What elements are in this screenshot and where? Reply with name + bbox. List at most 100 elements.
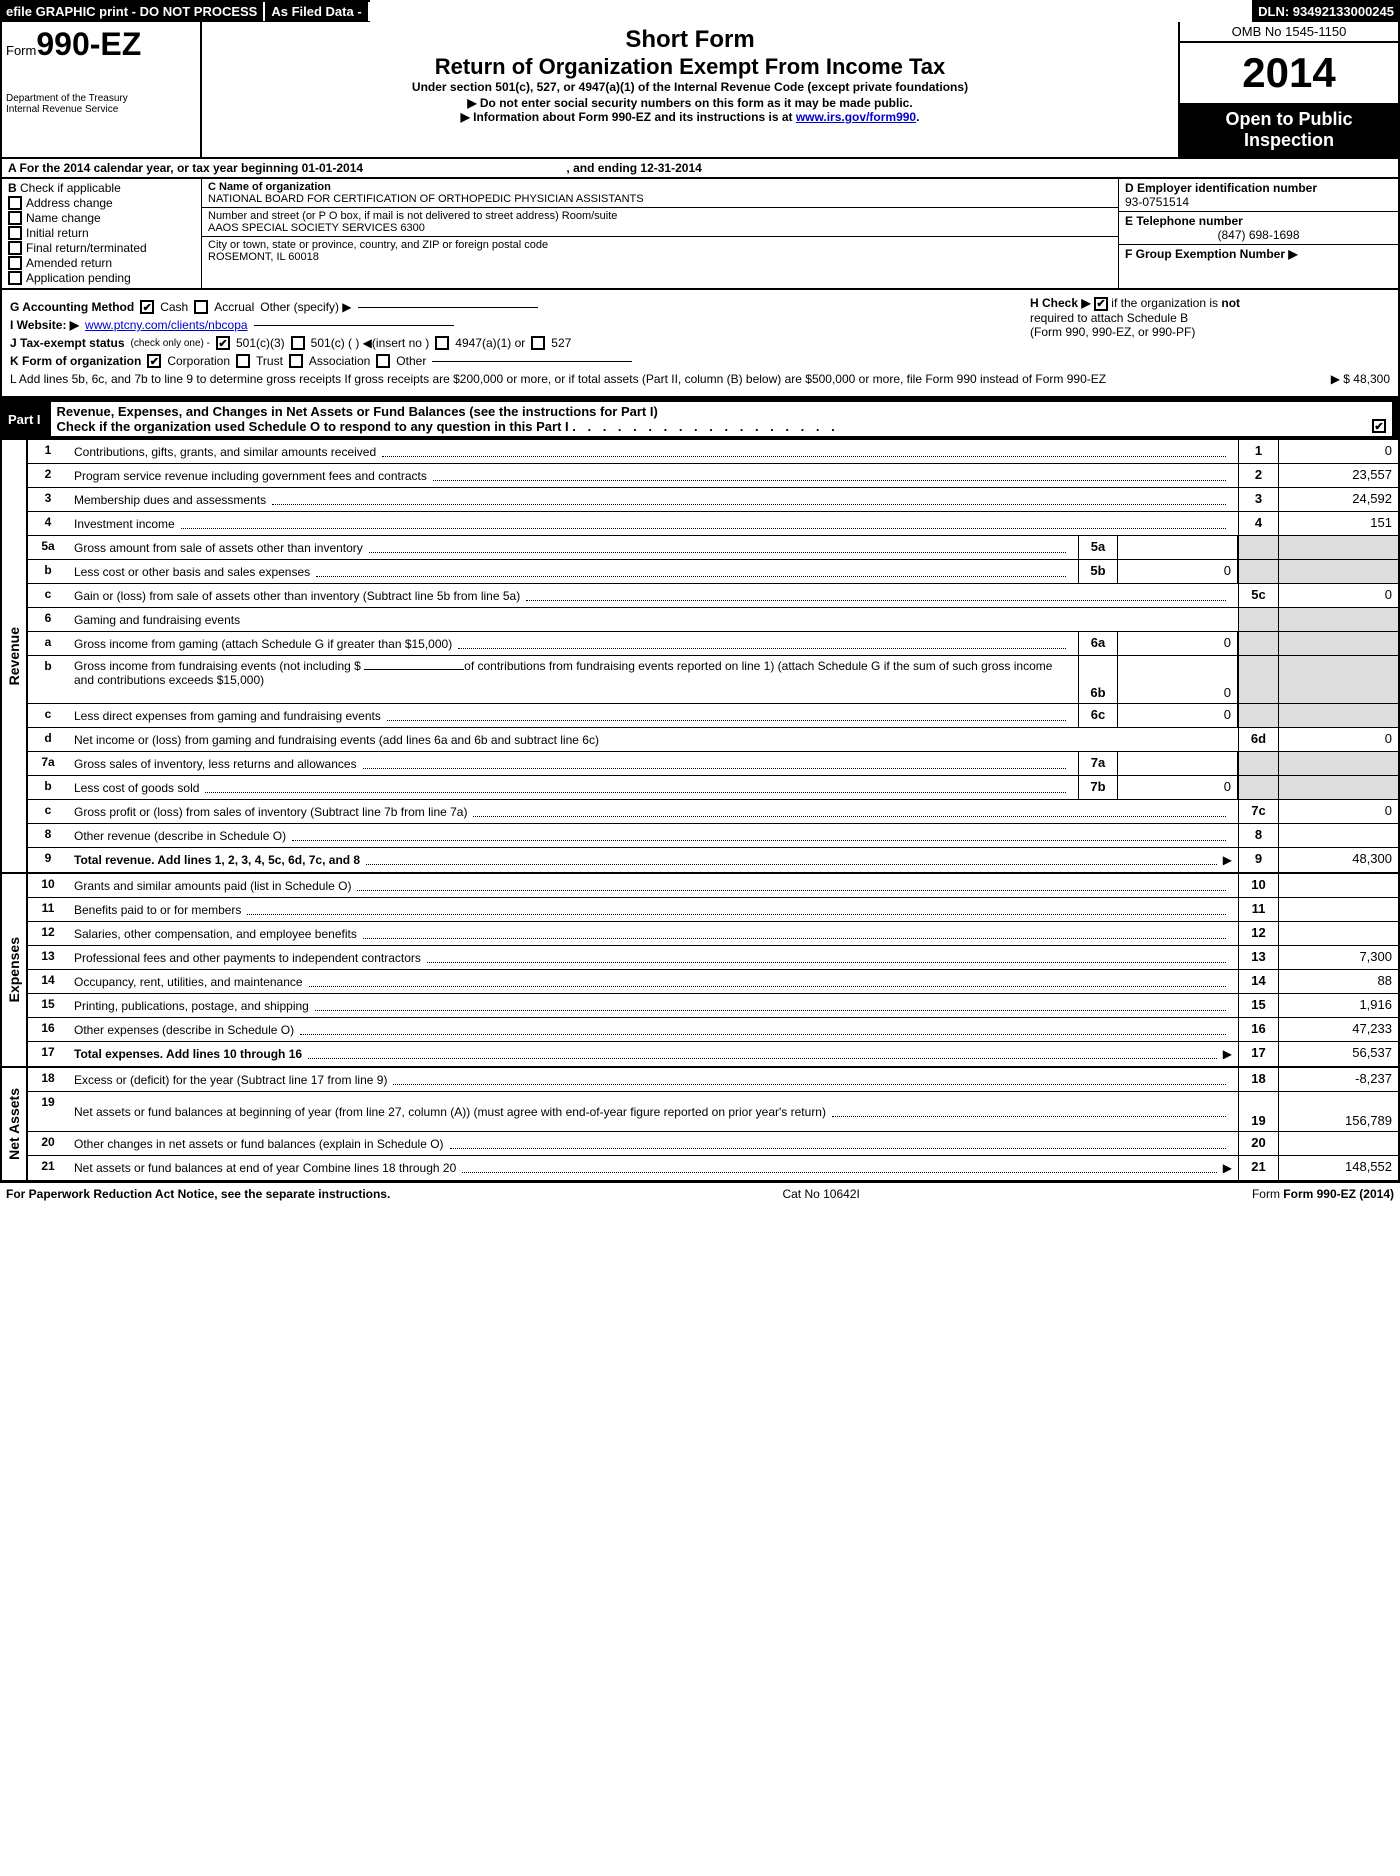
dots <box>272 495 1226 505</box>
g-cash-checkbox[interactable]: ✔ <box>140 300 154 314</box>
desc: Gain or (loss) from sale of assets other… <box>74 589 520 603</box>
checkbox-icon <box>8 271 22 285</box>
c-city: City or town, state or province, country… <box>202 237 1118 265</box>
ld: Grants and similar amounts paid (list in… <box>68 874 1238 897</box>
chk-label: Initial return <box>26 226 89 240</box>
rn: 21 <box>1238 1156 1278 1180</box>
b-label: B <box>8 181 17 195</box>
ld: Other revenue (describe in Schedule O) <box>68 824 1238 847</box>
under-section: Under section 501(c), 527, or 4947(a)(1)… <box>212 80 1168 94</box>
chk-application-pending[interactable]: Application pending <box>8 271 195 285</box>
desc: Less cost of goods sold <box>74 781 199 795</box>
dots <box>181 519 1226 529</box>
ln: 1 <box>28 440 68 463</box>
ln: 14 <box>28 970 68 993</box>
ln: 5a <box>28 536 68 559</box>
rn: 14 <box>1238 970 1278 993</box>
desc: Gross profit or (loss) from sales of inv… <box>74 805 467 819</box>
k-trust-checkbox[interactable] <box>236 354 250 368</box>
j-527-checkbox[interactable] <box>531 336 545 350</box>
chk-label: Address change <box>26 196 113 210</box>
j-501c3-checkbox[interactable]: ✔ <box>216 336 230 350</box>
group-label: F Group Exemption Number ▶ <box>1125 247 1392 261</box>
ld: Gross amount from sale of assets other t… <box>68 536 1078 559</box>
col-c: C Name of organization NATIONAL BOARD FO… <box>202 179 1118 288</box>
sv: 0 <box>1118 704 1238 727</box>
rn: 6d <box>1238 728 1278 751</box>
rv: 0 <box>1278 728 1398 751</box>
line-14: 14Occupancy, rent, utilities, and mainte… <box>28 970 1398 994</box>
k-corp: Corporation <box>167 354 230 368</box>
g-accrual-checkbox[interactable] <box>194 300 208 314</box>
line-10: 10Grants and similar amounts paid (list … <box>28 874 1398 898</box>
dots <box>462 1163 1217 1173</box>
rn: 2 <box>1238 464 1278 487</box>
ln: 12 <box>28 922 68 945</box>
rv: 0 <box>1278 440 1398 463</box>
arrow-icon: ▶ <box>1223 853 1232 867</box>
ln: 3 <box>28 488 68 511</box>
chk-address-change[interactable]: Address change <box>8 196 195 210</box>
j-501c-checkbox[interactable] <box>291 336 305 350</box>
line-20: 20Other changes in net assets or fund ba… <box>28 1132 1398 1156</box>
k-corp-checkbox[interactable]: ✔ <box>147 354 161 368</box>
chk-initial-return[interactable]: Initial return <box>8 226 195 240</box>
desc: Investment income <box>74 517 175 531</box>
chk-final-return[interactable]: Final return/terminated <box>8 241 195 255</box>
sc: 7b <box>1078 776 1118 799</box>
desc: Other revenue (describe in Schedule O) <box>74 829 286 843</box>
k-other-checkbox[interactable] <box>376 354 390 368</box>
j-501c: 501(c) ( ) ◀(insert no ) <box>311 336 430 350</box>
desc: Gross sales of inventory, less returns a… <box>74 757 357 771</box>
h-checkbox[interactable]: ✔ <box>1094 297 1108 311</box>
website-link[interactable]: www.ptcny.com/clients/nbcopa <box>85 318 248 332</box>
line-11: 11Benefits paid to or for members11 <box>28 898 1398 922</box>
topbar: efile GRAPHIC print - DO NOT PROCESS As … <box>0 0 1400 22</box>
l-line: L Add lines 5b, 6c, and 7b to line 9 to … <box>10 372 1390 386</box>
rn-grey <box>1238 560 1278 583</box>
dots <box>526 591 1226 601</box>
ln: 16 <box>28 1018 68 1041</box>
chk-name-change[interactable]: Name change <box>8 211 195 225</box>
arrow-icon: ▶ <box>1223 1047 1232 1061</box>
j-4947-checkbox[interactable] <box>435 336 449 350</box>
rv <box>1278 824 1398 847</box>
footer-right-text: Form 990-EZ (2014) <box>1283 1187 1394 1201</box>
h-block: H Check ▶ ✔ if the organization is not r… <box>1030 296 1390 339</box>
line-5a: 5aGross amount from sale of assets other… <box>28 536 1398 560</box>
omb-number: OMB No 1545-1150 <box>1180 22 1398 43</box>
sc: 6a <box>1078 632 1118 655</box>
part1-header: Part I Revenue, Expenses, and Changes in… <box>0 398 1400 440</box>
j-label: J Tax-exempt status <box>10 336 125 350</box>
topbar-efile: efile GRAPHIC print - DO NOT PROCESS <box>0 2 263 21</box>
ld: Less cost of goods sold <box>68 776 1078 799</box>
sv: 0 <box>1118 656 1238 703</box>
line-6a: aGross income from gaming (attach Schedu… <box>28 632 1398 656</box>
k-blank <box>432 361 632 362</box>
ld: Gaming and fundraising events <box>68 608 1238 631</box>
revenue-section: Revenue 1Contributions, gifts, grants, a… <box>2 440 1398 872</box>
line-2: 2Program service revenue including gover… <box>28 464 1398 488</box>
dots <box>450 1139 1226 1149</box>
rv: 24,592 <box>1278 488 1398 511</box>
chk-amended-return[interactable]: Amended return <box>8 256 195 270</box>
sv: 0 <box>1118 776 1238 799</box>
sc: 6b <box>1078 656 1118 703</box>
line-19: 19Net assets or fund balances at beginni… <box>28 1092 1398 1132</box>
header-right: OMB No 1545-1150 2014 Open to Public Ins… <box>1178 22 1398 157</box>
rn: 3 <box>1238 488 1278 511</box>
rn-grey <box>1238 656 1278 703</box>
rn: 12 <box>1238 922 1278 945</box>
desc: Benefits paid to or for members <box>74 903 241 917</box>
rv: 0 <box>1278 800 1398 823</box>
part1-schedule-o-checkbox[interactable]: ✔ <box>1372 419 1386 433</box>
col-def: D Employer identification number 93-0751… <box>1118 179 1398 288</box>
k-assoc-checkbox[interactable] <box>289 354 303 368</box>
irs-link[interactable]: www.irs.gov/form990 <box>796 110 916 124</box>
tax-year: 2014 <box>1180 43 1398 103</box>
rv <box>1278 1132 1398 1155</box>
ld: Program service revenue including govern… <box>68 464 1238 487</box>
d-ein: D Employer identification number 93-0751… <box>1119 179 1398 212</box>
ln: c <box>28 584 68 607</box>
line-7b: bLess cost of goods sold7b0 <box>28 776 1398 800</box>
